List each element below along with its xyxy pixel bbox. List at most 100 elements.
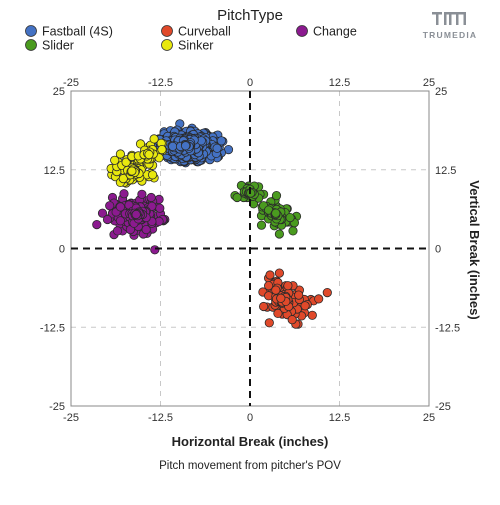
- x-tick-label-bottom: 0: [247, 412, 253, 424]
- series-curveball: [258, 268, 332, 329]
- legend-title: PitchType: [217, 7, 283, 24]
- scatter-points: [92, 119, 332, 329]
- data-point: [307, 310, 317, 320]
- y-tick-label-left: 0: [59, 244, 65, 256]
- series-sinker: [106, 134, 168, 188]
- legend-marker: [25, 25, 37, 37]
- data-point: [110, 155, 120, 165]
- data-point: [127, 166, 137, 176]
- data-point: [258, 301, 269, 312]
- y-tick-label-right: 25: [435, 86, 447, 98]
- data-point: [150, 245, 160, 255]
- legend-label: Slider: [42, 39, 74, 53]
- data-point: [288, 226, 298, 236]
- data-point: [102, 214, 113, 225]
- data-point: [271, 191, 282, 201]
- data-point: [149, 134, 159, 144]
- data-point: [97, 208, 108, 218]
- trumedia-logo-icon: [432, 12, 466, 25]
- data-point: [137, 189, 147, 199]
- data-point: [112, 226, 123, 236]
- data-point: [141, 225, 151, 235]
- x-axis-title: Horizontal Break (inches): [172, 434, 329, 449]
- data-point: [276, 293, 286, 303]
- data-point: [294, 290, 304, 300]
- data-point: [287, 315, 297, 325]
- data-point: [274, 268, 284, 278]
- series-fastball-4s: [148, 119, 234, 168]
- data-point: [168, 141, 178, 151]
- x-tick-label-bottom: 25: [423, 412, 435, 424]
- legend-item-change[interactable]: Change: [296, 25, 357, 39]
- data-point: [121, 157, 131, 167]
- data-point: [119, 189, 129, 199]
- data-point: [147, 201, 157, 211]
- legend-marker: [161, 25, 173, 37]
- data-point: [274, 229, 284, 239]
- y-tick-label-left: 12.5: [44, 165, 65, 177]
- data-point: [285, 213, 295, 223]
- legend-marker: [161, 39, 173, 51]
- legend-label: Curveball: [178, 25, 231, 39]
- legend: PitchType Fastball (4S) Curveball Change Sl…: [25, 7, 357, 53]
- y-tick-label-left: -12.5: [40, 322, 65, 334]
- y-tick-label-right: 0: [435, 244, 441, 256]
- data-point: [273, 308, 283, 318]
- data-point: [264, 318, 274, 328]
- series-change: [92, 189, 170, 255]
- data-point: [105, 201, 115, 211]
- data-point: [283, 281, 293, 291]
- data-point: [135, 139, 146, 149]
- data-point: [314, 294, 324, 304]
- y-tick-label-right: -25: [435, 401, 451, 413]
- legend-item-slider[interactable]: Slider: [25, 39, 74, 53]
- x-tick-label-top: -12.5: [148, 77, 173, 89]
- series-slider: [230, 180, 302, 239]
- data-point: [131, 209, 141, 220]
- data-point: [265, 270, 275, 280]
- data-point: [148, 170, 158, 180]
- legend-marker: [296, 25, 308, 37]
- legend-item-curveball[interactable]: Curveball: [161, 25, 231, 39]
- data-point: [263, 281, 274, 291]
- data-point: [181, 141, 191, 151]
- legend-label: Change: [313, 25, 357, 39]
- data-point: [216, 136, 226, 146]
- brand-name: TRUMEDIA: [423, 30, 477, 40]
- legend-item-fastball-4s[interactable]: Fastball (4S): [25, 25, 113, 39]
- x-tick-label-bottom: -25: [63, 412, 79, 424]
- x-tick-label-top: 12.5: [329, 77, 350, 89]
- data-point: [92, 220, 102, 230]
- brand-logo: TRUMEDIA: [423, 12, 477, 40]
- data-point: [271, 208, 281, 218]
- legend-item-sinker[interactable]: Sinker: [161, 39, 214, 53]
- data-point: [115, 149, 126, 159]
- data-point: [115, 216, 126, 226]
- data-point: [115, 202, 126, 212]
- x-tick-label-bottom: 12.5: [329, 412, 350, 424]
- data-point: [322, 287, 332, 298]
- x-tick-label-top: 0: [247, 77, 253, 89]
- x-tick-label-top: 25: [423, 77, 435, 89]
- data-point: [118, 174, 128, 184]
- legend-marker: [25, 39, 37, 51]
- legend-label: Fastball (4S): [42, 25, 113, 39]
- y-tick-label-right: 12.5: [435, 165, 456, 177]
- y-tick-label-right: -12.5: [435, 322, 460, 334]
- data-point: [144, 150, 154, 160]
- y-tick-label-left: -25: [49, 401, 65, 413]
- data-point: [146, 192, 156, 203]
- data-point: [271, 285, 281, 295]
- data-point: [256, 220, 267, 230]
- legend-label: Sinker: [178, 39, 213, 53]
- y-axis-title: Vertical Break (inches): [467, 180, 482, 319]
- data-point: [212, 143, 222, 153]
- data-point: [157, 145, 167, 155]
- data-point: [232, 192, 242, 203]
- x-tick-label-top: -25: [63, 77, 79, 89]
- data-point: [300, 301, 310, 311]
- chart-caption: Pitch movement from pitcher's POV: [159, 460, 341, 472]
